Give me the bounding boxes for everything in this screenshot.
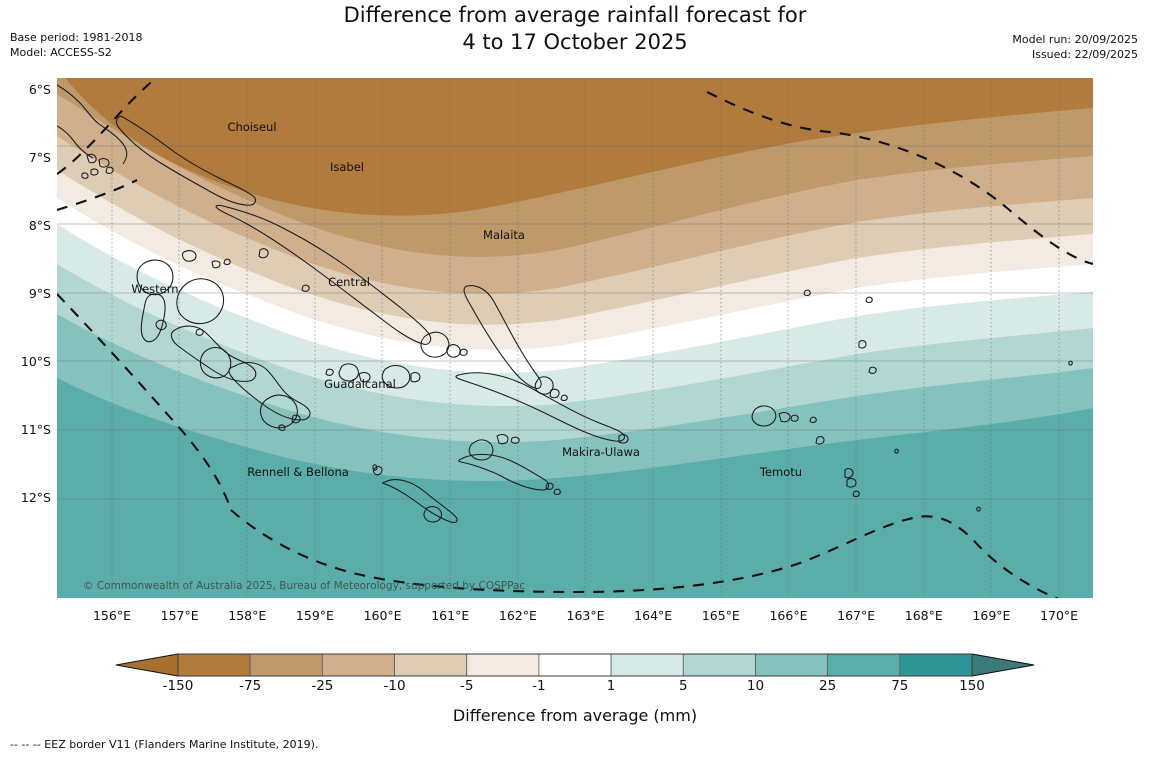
x-axis-tick: 167°E [837,608,876,623]
y-axis-tick: 7°S [28,150,51,165]
colorbar-extend-high [971,653,1035,677]
x-axis-tick: 164°E [634,608,673,623]
y-axis-tick: 12°S [20,490,51,505]
colorbar-tick: 75 [891,678,909,694]
map-region-label: Isabel [330,160,364,174]
colorbar-tick: 150 [959,678,985,694]
y-axis-tick: 10°S [20,354,51,369]
colorbar-segment [249,653,323,677]
colorbar-extend-low [115,653,179,677]
colorbar-segment [177,653,251,677]
x-axis-tick: 156°E [92,608,131,623]
y-axis-tick: 9°S [28,286,51,301]
band-below-neg75 [57,78,1093,216]
map-region-label: Rennell & Bellona [247,465,349,479]
base-period-text: Base period: 1981-2018 [10,31,143,44]
colorbar-segment [682,653,756,677]
colorbar-segment [321,653,395,677]
colorbar-tick: 5 [678,678,688,694]
y-axis-tick: 8°S [28,218,51,233]
map-region-label: Guadalcanal [324,377,396,391]
colorbar: -150 -75 -25 -10 -5 -1 1 5 10 25 75 150 [0,648,1150,708]
x-axis-tick: 168°E [904,608,943,623]
colorbar-segment [538,653,612,677]
colorbar-tick: -25 [311,678,334,694]
eez-border [57,78,1093,598]
colorbar-segments [115,653,1035,677]
colorbar-tick: -10 [383,678,406,694]
issued-text: Issued: 22/09/2025 [1031,48,1138,61]
colorbar-tick: 1 [606,678,616,694]
colorbar-tick: -150 [162,678,194,694]
colorbar-svg [115,653,1035,677]
colorbar-segment [466,653,540,677]
coastlines [57,84,1073,524]
rainfall-anomaly-map: Choiseul Isabel Malaita Central Western Guada… [57,78,1093,598]
y-axis-tick: 6°S [28,82,51,97]
map-region-label: Temotu [759,465,802,479]
x-axis-tick: 165°E [701,608,740,623]
x-axis-tick: 157°E [160,608,199,623]
y-axis-tick: 11°S [20,422,51,437]
model-text: Model: ACCESS-S2 [10,46,112,59]
colorbar-tick: -1 [532,678,546,694]
title-line-2: 4 to 17 October 2025 [462,30,688,54]
colorbar-tick: 10 [746,678,765,694]
model-run-text: Model run: 20/09/2025 [1012,33,1138,46]
map-region-label: Central [328,275,370,289]
map-credit: © Commonwealth of Australia 2025, Bureau… [83,580,526,592]
eez-footnote: -- -- -- EEZ border V11 (Flanders Marine… [10,738,319,751]
colorbar-outline [177,653,973,677]
map-region-label: Makira-Ulawa [562,445,640,459]
map-gridlines [57,78,1093,598]
title-line-1: Difference from average rainfall forecas… [343,3,807,27]
contour-bands [57,78,1093,598]
colorbar-title: Difference from average (mm) [452,706,698,725]
x-axis-tick: 170°E [1040,608,1079,623]
colorbar-segment [755,653,829,677]
x-axis-tick: 159°E [295,608,334,623]
colorbar-tick: -75 [239,678,262,694]
map-region-label: Western [131,282,178,296]
x-axis-tick: 162°E [498,608,537,623]
metadata-left: Base period: 1981-2018 Model: ACCESS-S2 [10,30,142,60]
map-region-label: Malaita [483,228,525,242]
colorbar-segment [394,653,468,677]
colorbar-segment [899,653,973,677]
x-axis-tick: 161°E [431,608,470,623]
x-axis-tick: 163°E [566,608,605,623]
metadata-right: Model run: 20/09/2025 Issued: 22/09/2025 [1012,32,1138,62]
colorbar-segment [610,653,684,677]
x-axis-tick: 160°E [363,608,402,623]
page-title: Difference from average rainfall forecas… [0,2,1150,56]
x-axis-tick: 166°E [769,608,808,623]
x-axis-tick: 169°E [972,608,1011,623]
colorbar-tick: -5 [459,678,474,694]
colorbar-tick: 25 [819,678,837,694]
colorbar-segment [827,653,901,677]
map-region-label: Choiseul [227,120,276,134]
region-label-group: Choiseul Isabel Malaita Central Western Guada… [131,120,802,479]
x-axis-tick: 158°E [228,608,267,623]
